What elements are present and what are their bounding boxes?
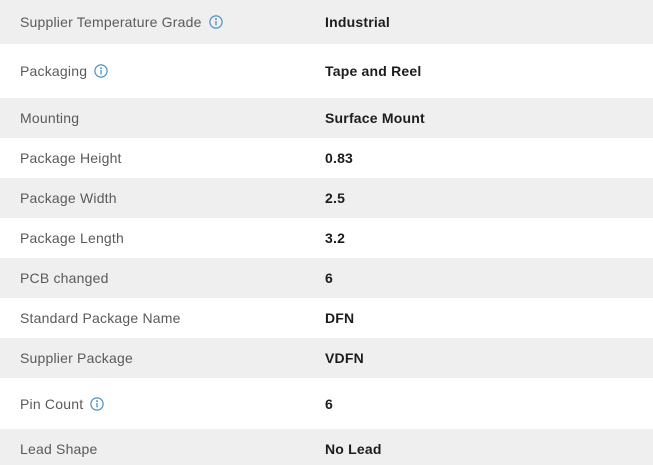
spec-value: 6 (325, 270, 333, 286)
spec-label-cell: Package Length (0, 230, 325, 246)
spec-label: Package Height (20, 150, 122, 166)
spec-value: 2.5 (325, 190, 346, 206)
spec-label-cell: Package Width (0, 190, 325, 206)
spec-value: 0.83 (325, 150, 354, 166)
table-row: Supplier Package VDFN (0, 338, 653, 378)
spec-value: Industrial (325, 14, 391, 30)
spec-value: Tape and Reel (325, 63, 422, 79)
spec-label-cell: Package Height (0, 150, 325, 166)
spec-value: 6 (325, 395, 333, 412)
info-icon[interactable] (208, 15, 223, 29)
spec-label-cell: Supplier Package (0, 350, 325, 366)
spec-label-cell: Mounting (0, 110, 325, 126)
spec-label: Standard Package Name (20, 310, 181, 326)
table-row: Package Width 2.5 (0, 178, 653, 218)
spec-value: No Lead (325, 441, 382, 457)
spec-label: Package Width (20, 190, 117, 206)
spec-label-cell: Pin Count (0, 396, 325, 412)
spec-value: 3.2 (325, 230, 346, 246)
spec-label-cell: Supplier Temperature Grade (0, 14, 325, 30)
spec-label: Lead Shape (20, 441, 98, 457)
table-row: Pin Count 6 (0, 378, 653, 429)
spec-label: Mounting (20, 110, 80, 126)
table-row: Package Height 0.83 (0, 138, 653, 178)
info-icon[interactable] (90, 396, 104, 411)
spec-label: Pin Count (20, 395, 84, 412)
spec-label-cell: PCB changed (0, 270, 325, 286)
table-row: Packaging Tape and Reel (0, 44, 653, 98)
table-row: Supplier Temperature Grade Industrial (0, 0, 653, 44)
table-row: Mounting Surface Mount (0, 98, 653, 138)
spec-value: DFN (325, 310, 355, 326)
table-row: Package Length 3.2 (0, 218, 653, 258)
spec-label: PCB changed (20, 270, 109, 286)
spec-label-cell: Packaging (0, 63, 325, 79)
spec-value: VDFN (325, 350, 364, 366)
spec-label: Supplier Package (20, 350, 133, 366)
spec-label-cell: Lead Shape (0, 441, 325, 457)
table-row: Standard Package Name DFN (0, 298, 653, 338)
spec-label: Package Length (20, 230, 124, 246)
table-row: PCB changed 6 (0, 258, 653, 298)
table-row: Lead Shape No Lead (0, 429, 653, 465)
spec-label: Supplier Temperature Grade (20, 14, 202, 30)
spec-value: Surface Mount (325, 110, 425, 126)
info-icon[interactable] (94, 64, 108, 78)
spec-label-cell: Standard Package Name (0, 310, 325, 326)
spec-label: Packaging (20, 63, 88, 79)
